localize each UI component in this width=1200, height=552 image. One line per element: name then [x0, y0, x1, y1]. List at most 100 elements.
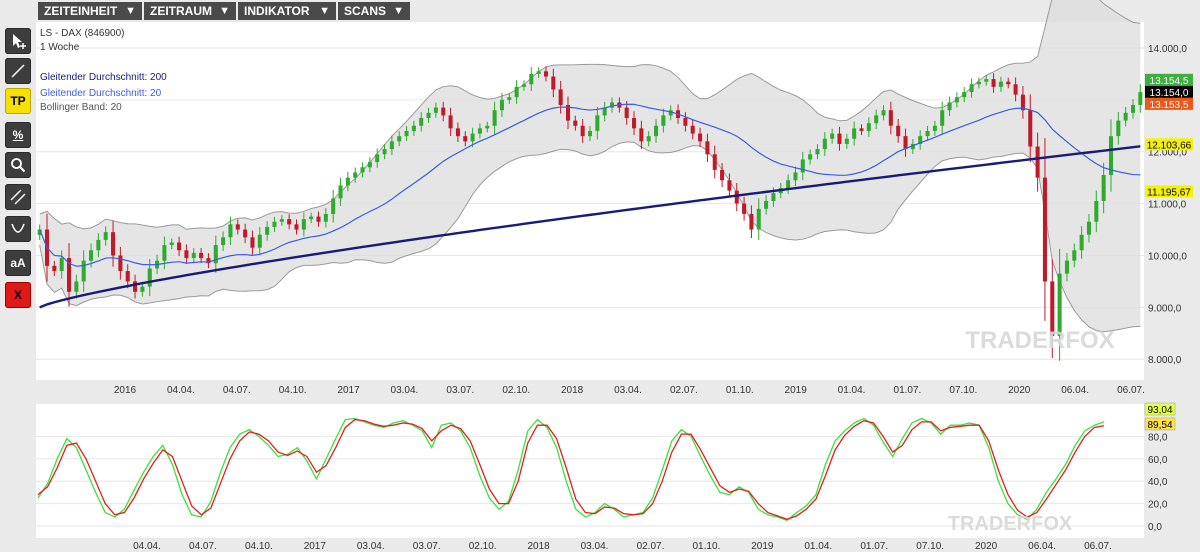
- chevron-down-icon: ▼: [393, 5, 404, 17]
- candle-body: [213, 245, 218, 264]
- candle-body: [37, 229, 42, 235]
- candle-body: [609, 102, 615, 108]
- candle-body: [397, 136, 402, 142]
- watermark-logo-small: TRADERFOX: [948, 513, 1073, 535]
- candle-body: [323, 213, 328, 222]
- candle-body: [947, 102, 952, 111]
- y-tick-label: 14.000,0: [1148, 44, 1187, 55]
- candle-body: [756, 208, 761, 230]
- x-tick-label: 02.07.: [637, 541, 665, 552]
- y-tick-label: 9.000,0: [1148, 303, 1182, 314]
- ma20-line: [39, 103, 1141, 267]
- x-tick-label: 2016: [114, 385, 137, 396]
- candle-body: [764, 201, 769, 209]
- x-tick-label: 02.07.: [670, 385, 698, 396]
- candle-body: [786, 180, 791, 189]
- candle-body: [632, 117, 637, 129]
- zoom-tool[interactable]: [5, 152, 31, 178]
- candle-body: [925, 130, 930, 137]
- y-tick-label: 60,0: [1148, 455, 1168, 466]
- candle-body: [587, 130, 593, 137]
- candle-body: [720, 169, 725, 181]
- menu-label: INDIKATOR: [244, 4, 310, 18]
- cursor-plus-icon: [13, 34, 26, 49]
- x-tick-label: 2019: [785, 385, 808, 396]
- candle-body: [411, 125, 416, 131]
- cursor-tool[interactable]: [5, 28, 31, 54]
- candle-body: [1086, 221, 1091, 235]
- candle-body: [309, 216, 314, 220]
- candle-body: [463, 136, 468, 142]
- x-tick-label: 07.10.: [916, 541, 944, 552]
- candle-body: [1057, 273, 1062, 336]
- x-tick-label: 2019: [751, 541, 774, 552]
- candle-body: [147, 268, 152, 287]
- candle-body: [844, 138, 849, 144]
- legend-ma200: Gleitender Durchschnitt: 200: [40, 72, 167, 83]
- candle-body: [514, 86, 519, 98]
- candle-body: [668, 110, 673, 116]
- candle-body: [1020, 94, 1025, 111]
- candle-body: [375, 154, 380, 163]
- candle-body: [367, 162, 372, 168]
- candle-body: [499, 99, 504, 111]
- candle-body: [404, 130, 409, 137]
- candle-body: [1094, 201, 1099, 222]
- candle-body: [521, 84, 526, 87]
- x-tick-label: 03.04.: [581, 541, 609, 552]
- y-tick-label: 20,0: [1148, 500, 1168, 511]
- menu-scans[interactable]: SCANS ▼: [338, 2, 410, 20]
- candle-body: [279, 219, 284, 222]
- candle-body: [940, 110, 945, 126]
- x-tick-label: 04.07.: [223, 385, 251, 396]
- candle-body: [74, 281, 79, 292]
- candle-body: [419, 117, 424, 126]
- parallel-lines-tool[interactable]: [5, 184, 31, 210]
- tp-tool[interactable]: TP: [5, 88, 31, 114]
- tp-icon: TP: [10, 94, 26, 108]
- x-tick-label: 2020: [975, 541, 998, 552]
- candle-body: [294, 224, 299, 230]
- candle-body: [228, 224, 233, 238]
- candle-body: [573, 120, 578, 126]
- parallel-lines-icon: [10, 189, 26, 205]
- candle-body: [1006, 81, 1011, 85]
- line-tool[interactable]: [5, 58, 31, 84]
- candle-body: [536, 71, 541, 74]
- price-value-text: 12.103,66: [1147, 140, 1192, 151]
- price-value-badge: [1145, 138, 1193, 151]
- delete-tool[interactable]: X: [5, 282, 31, 308]
- candle-body: [565, 105, 571, 121]
- menu-zeitraum[interactable]: ZEITRAUM ▼: [144, 2, 236, 20]
- menu-label: ZEITEINHEIT: [44, 4, 118, 18]
- candle-body: [162, 245, 167, 261]
- x-tick-label: 01.07.: [860, 541, 888, 552]
- percent-tool[interactable]: %: [5, 122, 31, 148]
- candle-body: [866, 123, 871, 131]
- x-tick-label: 02.10.: [502, 385, 530, 396]
- candle-body: [712, 154, 717, 170]
- candle-body: [287, 219, 292, 225]
- candle-body: [903, 136, 908, 150]
- candle-body: [81, 260, 86, 282]
- menu-zeiteinheit[interactable]: ZEITEINHEIT ▼: [38, 2, 142, 20]
- chevron-down-icon: ▼: [219, 5, 230, 17]
- price-value-text: 13.153,5: [1150, 100, 1189, 111]
- price-x-axis: 2016 04.04. 04.07. 04.10. 2017 03.04. 03.07. 02…: [114, 385, 1145, 396]
- candle-body: [984, 79, 989, 82]
- candle-body: [742, 203, 747, 214]
- menu-indikator[interactable]: INDIKATOR ▼: [238, 2, 336, 20]
- arc-tool[interactable]: [5, 216, 31, 242]
- stochastic-lines: [37, 417, 1105, 522]
- candle-body: [382, 149, 387, 155]
- candle-body: [485, 125, 490, 129]
- legend-ma20: Gleitender Durchschnitt: 20: [40, 88, 162, 99]
- candle-body: [808, 154, 813, 160]
- x-tick-label: 03.07.: [413, 541, 441, 552]
- candle-body: [250, 237, 255, 248]
- text-tool[interactable]: aA: [5, 250, 31, 276]
- osc-value-text: 89,54: [1147, 420, 1172, 431]
- candle-body: [661, 115, 666, 126]
- x-tick-label: 02.10.: [469, 541, 497, 552]
